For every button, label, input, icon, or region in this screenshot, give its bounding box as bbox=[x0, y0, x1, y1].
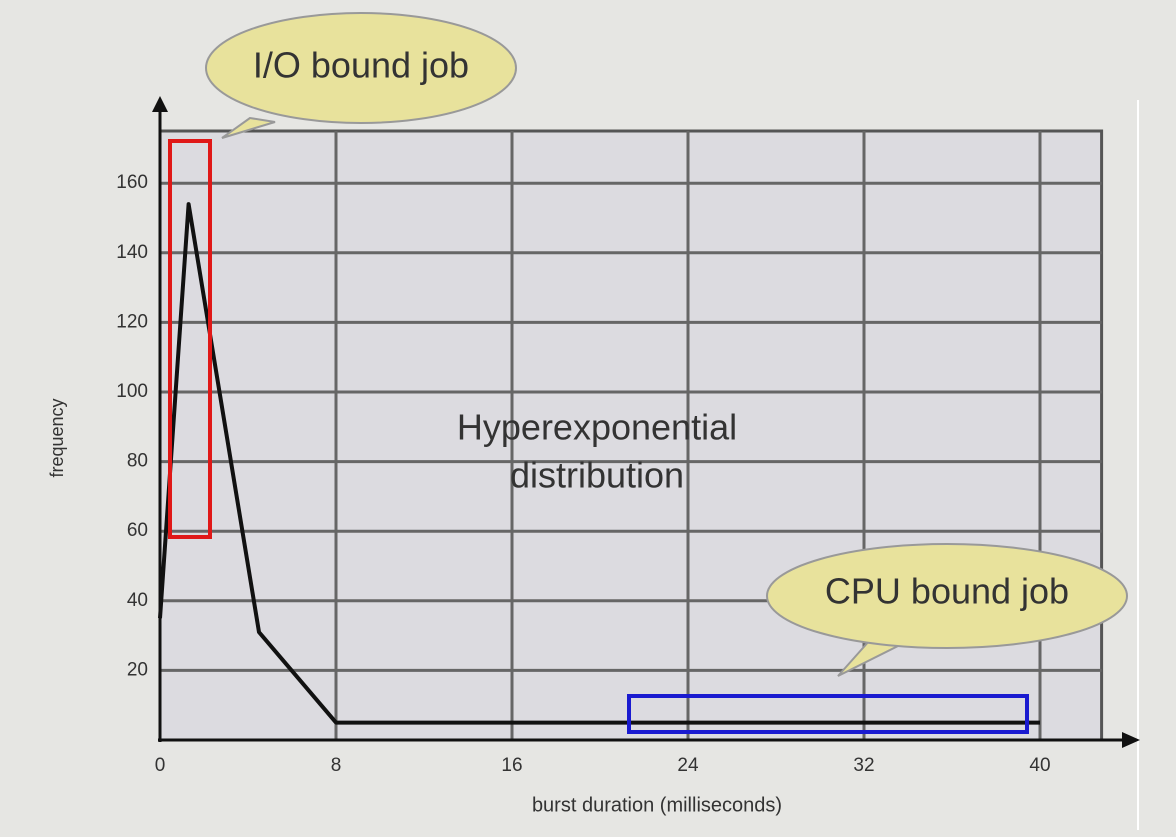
y-tick-label: 120 bbox=[116, 311, 148, 332]
annotation: Hyperexponential bbox=[457, 407, 737, 448]
y-arrow bbox=[152, 96, 168, 112]
y-tick-label: 60 bbox=[127, 520, 148, 541]
speech-bubble bbox=[766, 543, 1128, 649]
grid bbox=[158, 131, 1102, 740]
y-tick-label: 160 bbox=[116, 172, 148, 193]
bubble-tail bbox=[221, 116, 276, 139]
x-tick-label: 8 bbox=[331, 755, 342, 776]
slide-edge bbox=[1137, 100, 1139, 830]
y-axis-label: frequency bbox=[47, 398, 67, 477]
data-line bbox=[158, 202, 1040, 725]
y-tick-label: 140 bbox=[116, 242, 148, 263]
x-tick-label: 24 bbox=[677, 755, 699, 776]
x-tick-label: 40 bbox=[1029, 755, 1050, 776]
x-axis-label: burst duration (milliseconds) bbox=[532, 794, 782, 816]
speech-bubble bbox=[205, 12, 517, 124]
y-tick-label: 80 bbox=[127, 451, 148, 472]
x-tick-label: 32 bbox=[853, 755, 874, 776]
annotation: CPU bound job bbox=[825, 571, 1069, 612]
annotation: distribution bbox=[510, 455, 684, 496]
x-arrow bbox=[1122, 732, 1140, 748]
y-tick-label: 100 bbox=[116, 381, 148, 402]
x-tick-label: 0 bbox=[155, 755, 166, 776]
y-tick-label: 40 bbox=[127, 590, 148, 611]
annotation: I/O bound job bbox=[253, 45, 469, 86]
io-highlight bbox=[168, 139, 212, 539]
x-tick-label: 16 bbox=[501, 755, 522, 776]
marks bbox=[158, 202, 1040, 725]
cpu-highlight bbox=[627, 694, 1029, 734]
y-tick-label: 20 bbox=[127, 659, 148, 680]
